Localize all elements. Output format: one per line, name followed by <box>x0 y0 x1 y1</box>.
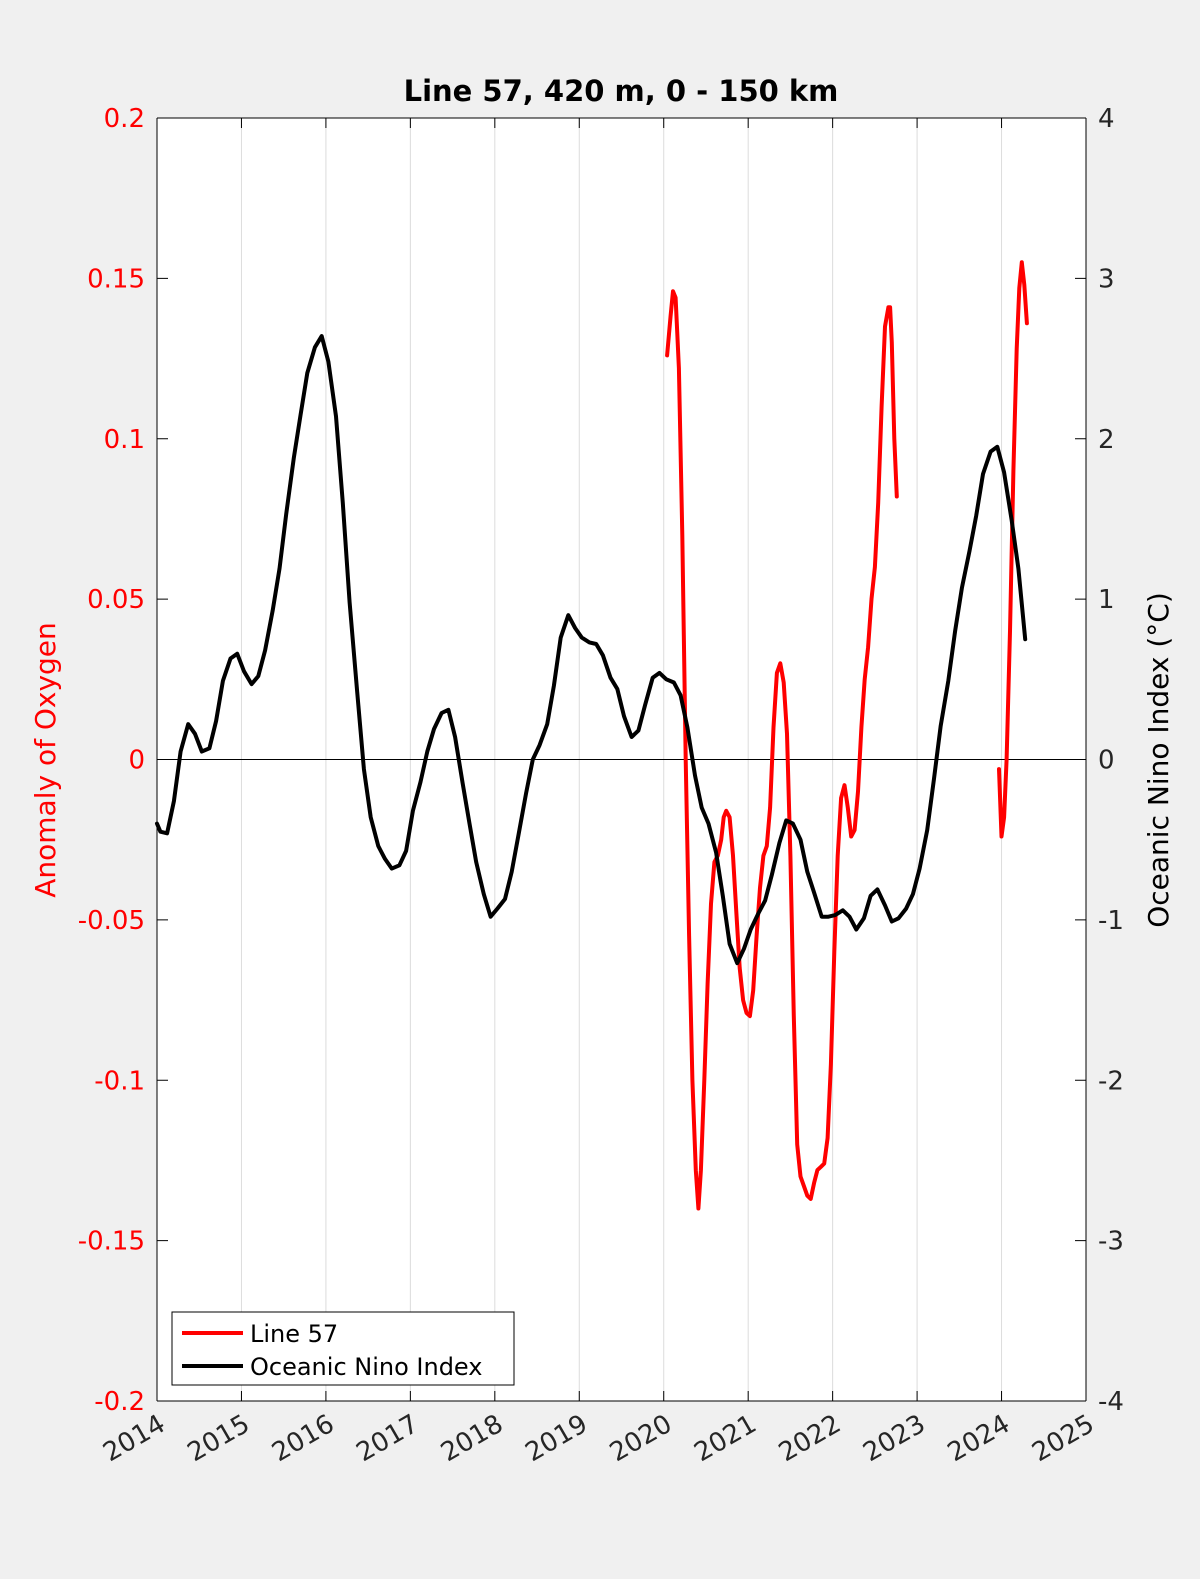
legend-box <box>171 1311 515 1386</box>
x-tick-label: 2017 <box>352 1409 424 1468</box>
y-left-tick-label: -0.15 <box>78 1227 145 1257</box>
x-tick-label: 2020 <box>605 1409 677 1468</box>
series-line-line-57-segment-0 <box>665 289 899 1211</box>
x-tick-label: 2025 <box>1027 1409 1099 1468</box>
series-line-line-57-segment-1 <box>997 260 1029 839</box>
x-tick-label: 2023 <box>858 1409 930 1468</box>
y-left-tick-label: 0.1 <box>104 425 145 455</box>
x-tick-label: 2021 <box>689 1409 761 1468</box>
y-right-tick-label: 4 <box>1098 104 1115 134</box>
y-left-tick-label: 0 <box>128 746 145 776</box>
x-tick-label: 2024 <box>943 1409 1015 1468</box>
legend-label-line-57: Line 57 <box>250 1320 338 1348</box>
x-tick-label: 2019 <box>520 1409 592 1468</box>
legend: Line 57 Oceanic Nino Index <box>171 1311 515 1386</box>
y-axis-right-label: Oceanic Nino Index (°C) <box>1142 592 1175 928</box>
y-left-tick-label: 0.15 <box>87 264 145 294</box>
x-tick-label: 2016 <box>267 1409 339 1468</box>
y-left-tick-label: 0.05 <box>87 585 145 615</box>
chart-title: Line 57, 420 m, 0 - 150 km <box>404 74 839 108</box>
y-right-tick-label: -2 <box>1098 1066 1124 1096</box>
y-right-tick-label: 0 <box>1098 746 1115 776</box>
x-tick-label: 2014 <box>98 1409 170 1468</box>
y-left-tick-label: -0.1 <box>94 1066 145 1096</box>
y-right-tick-label: -1 <box>1098 906 1124 936</box>
y-right-tick-label: 3 <box>1098 264 1115 294</box>
y-right-tick-label: 1 <box>1098 585 1115 615</box>
x-tick-label: 2015 <box>183 1409 255 1468</box>
y-left-tick-label: -0.05 <box>78 906 145 936</box>
x-tick-label: 2018 <box>436 1409 508 1468</box>
y-right-tick-label: -3 <box>1098 1227 1124 1257</box>
y-axis-left-label: Anomaly of Oxygen <box>29 622 62 898</box>
y-left-tick-label: 0.2 <box>104 104 145 134</box>
y-right-tick-label: -4 <box>1098 1387 1124 1417</box>
y-left-tick-label: -0.2 <box>94 1387 145 1417</box>
y-right-tick-label: 2 <box>1098 425 1115 455</box>
series-line-oni-segment-0 <box>155 334 1028 966</box>
x-tick-label: 2022 <box>774 1409 846 1468</box>
legend-label-oni: Oceanic Nino Index <box>250 1353 482 1381</box>
